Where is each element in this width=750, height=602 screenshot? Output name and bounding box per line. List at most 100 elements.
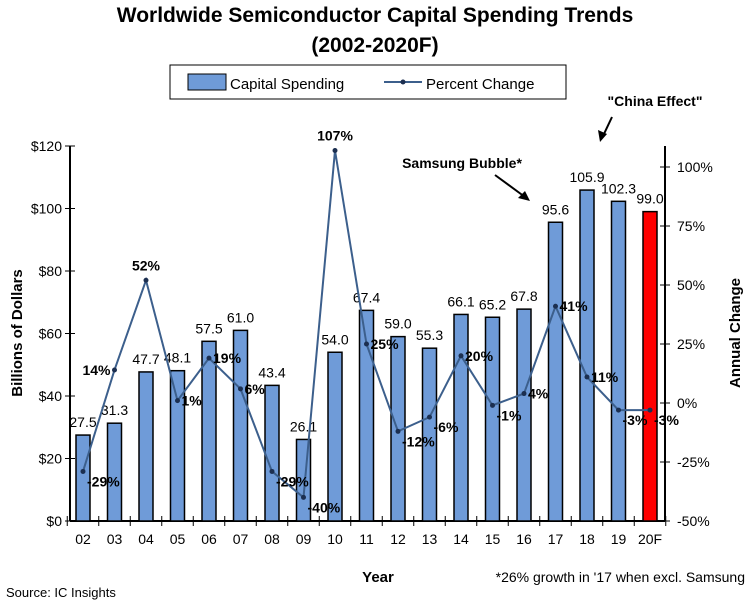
- y2-tick-label: -50%: [677, 513, 710, 529]
- chart-title: Worldwide Semiconductor Capital Spending…: [117, 4, 634, 27]
- line-point: [584, 374, 590, 380]
- y2-tick-label: 0%: [677, 395, 697, 411]
- x-tick-label: 03: [107, 531, 123, 547]
- line-value-label: 52%: [132, 257, 161, 273]
- bar: [75, 434, 91, 522]
- line-value-label: -12%: [402, 433, 435, 449]
- bar-value-label: 55.3: [416, 327, 443, 343]
- bar-value-label: 59.0: [384, 316, 411, 332]
- x-tick-label: 15: [485, 531, 501, 547]
- line-point: [301, 494, 306, 500]
- line-point: [427, 414, 432, 420]
- bar-value-label: 48.1: [164, 350, 191, 366]
- y-tick-label: $60: [39, 326, 63, 342]
- line-point: [458, 353, 464, 359]
- y2-tick-label: 100%: [677, 159, 713, 175]
- annotation-samsung-bubble: Samsung Bubble*: [402, 155, 522, 171]
- bar: [642, 210, 658, 522]
- annotation-arrow: [494, 174, 526, 198]
- bar-value-label: 67.8: [510, 288, 537, 304]
- line-point: [647, 407, 653, 413]
- line-value-label: 19%: [213, 350, 242, 366]
- bar-value-label: 102.3: [601, 180, 636, 196]
- line-value-label: -6%: [434, 419, 459, 435]
- x-tick-label: 12: [390, 531, 406, 547]
- line-value-label: 1%: [182, 393, 203, 409]
- line-point: [490, 402, 495, 408]
- y-tick-label: $40: [39, 388, 63, 404]
- line-value-label: -1%: [497, 407, 522, 423]
- annotation-china-effect: "China Effect": [608, 93, 703, 109]
- x-tick-label: 09: [296, 531, 312, 547]
- line-point: [395, 428, 401, 434]
- line-point: [143, 277, 149, 283]
- bar-value-label: 57.5: [195, 320, 222, 336]
- bar: [579, 189, 595, 522]
- x-tick-label: 18: [579, 531, 595, 547]
- bar-value-label: 54.0: [321, 331, 348, 347]
- annotation-arrow: [602, 116, 613, 137]
- x-axis-label: Year: [362, 569, 394, 586]
- y2-tick-label: 50%: [677, 277, 705, 293]
- x-tick-label: 16: [516, 531, 532, 547]
- x-tick-label: 02: [75, 531, 91, 547]
- bar: [610, 200, 627, 522]
- line-point: [112, 367, 117, 373]
- x-tick-label: 14: [453, 531, 469, 547]
- y-tick-label: $0: [46, 513, 62, 529]
- line-value-label: -3%: [654, 412, 679, 428]
- y-tick-label: $80: [39, 263, 63, 279]
- bar: [358, 309, 375, 522]
- line-value-label: 14%: [82, 362, 111, 378]
- bar: [106, 422, 123, 522]
- line-value-label: -29%: [276, 473, 309, 489]
- chart-subtitle: (2002-2020F): [311, 34, 438, 57]
- source: Source: IC Insights: [6, 585, 116, 600]
- footnote: *26% growth in '17 when excl. Samsung: [496, 569, 745, 585]
- bar-value-label: 66.1: [447, 293, 474, 309]
- line-point: [553, 303, 558, 309]
- bar: [327, 351, 343, 522]
- line-value-label: 11%: [591, 369, 619, 385]
- line-value-label: -29%: [87, 473, 120, 489]
- bar-value-label: 31.3: [101, 402, 128, 418]
- legend-bar-swatch: [187, 73, 227, 91]
- x-tick-label: 06: [201, 531, 217, 547]
- legend-line-marker: [400, 79, 406, 85]
- line-point: [616, 407, 621, 413]
- x-tick-label: 20F: [638, 531, 662, 547]
- bar-value-label: 27.5: [69, 414, 96, 430]
- bar-value-label: 47.7: [132, 351, 159, 367]
- line-point: [175, 398, 180, 404]
- line-point: [521, 391, 527, 397]
- x-tick-label: 10: [327, 531, 343, 547]
- bar: [484, 316, 501, 522]
- bar-value-label: 61.0: [227, 309, 254, 325]
- x-tick-label: 13: [422, 531, 438, 547]
- y2-tick-label: -25%: [677, 454, 710, 470]
- line-value-label: 6%: [245, 381, 266, 397]
- bar: [232, 329, 249, 522]
- x-tick-label: 19: [611, 531, 627, 547]
- line-point: [332, 147, 338, 153]
- bar: [516, 308, 532, 522]
- line-point: [80, 468, 86, 474]
- bar: [264, 384, 280, 522]
- annotation-arrowhead: [518, 191, 530, 201]
- y2-tick-label: 75%: [677, 218, 705, 234]
- legend-capital-spending: Capital Spending: [230, 76, 344, 93]
- annotation-arrowhead: [598, 130, 607, 142]
- bar: [421, 347, 438, 522]
- y2-tick-label: 25%: [677, 336, 705, 352]
- y-axis-label: Billions of Dollars: [9, 269, 26, 397]
- line-point: [364, 341, 369, 347]
- bar: [453, 313, 469, 522]
- bar: [201, 340, 217, 522]
- y-tick-label: $100: [31, 201, 62, 217]
- legend: [169, 64, 567, 100]
- line-value-label: 4%: [528, 386, 549, 402]
- y2-axis-label: Annual Change: [727, 278, 744, 388]
- y-tick-label: $20: [39, 451, 63, 467]
